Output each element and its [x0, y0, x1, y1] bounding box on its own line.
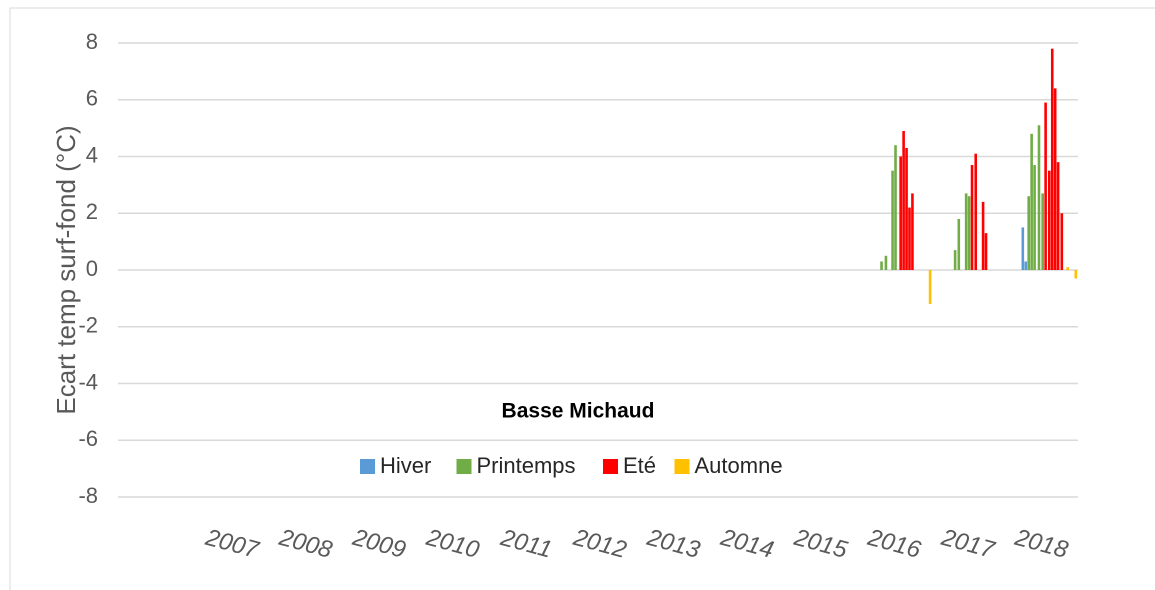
bar: [902, 130, 905, 270]
bar: [1030, 133, 1033, 270]
x-tick-label: 2014: [717, 524, 777, 564]
bar: [1056, 162, 1060, 270]
bar: [1060, 213, 1064, 270]
bar: [970, 165, 974, 270]
x-tick-label: 2008: [275, 524, 335, 564]
bar: [911, 193, 914, 270]
bar: [1041, 193, 1044, 270]
legend-item: Automne: [674, 453, 783, 478]
legend-swatch: [456, 459, 472, 474]
bar: [957, 218, 961, 270]
x-tick-label: 2013: [643, 524, 703, 564]
bar: [891, 170, 894, 270]
bar: [1033, 165, 1036, 270]
bar: [894, 145, 897, 270]
legend-label: Hiver: [380, 453, 431, 478]
x-tick-label: 2009: [349, 524, 409, 564]
legend-item: Hiver: [360, 453, 431, 478]
bar: [899, 156, 902, 270]
legend-swatch: [603, 459, 618, 474]
y-tick-label: -6: [78, 426, 98, 451]
legend-item: Eté: [603, 453, 656, 478]
legend-swatch: [360, 459, 375, 474]
bar: [953, 250, 957, 270]
bar: [967, 196, 971, 270]
bar: [981, 201, 985, 270]
chart-title: Basse Michaud: [502, 400, 655, 423]
bar: [908, 207, 911, 270]
x-tick-label: 2016: [864, 524, 924, 564]
chart-frame: [9, 7, 1155, 590]
bar: [1044, 102, 1047, 271]
bar: [1021, 227, 1025, 270]
bar: [1050, 48, 1054, 270]
x-tick-label: 2018: [1011, 524, 1071, 564]
y-tick-label: 8: [86, 29, 98, 54]
bar: [964, 193, 968, 270]
x-tick-label: 2017: [938, 524, 999, 565]
x-tick-label: 2012: [570, 524, 630, 564]
bar: [1024, 261, 1028, 270]
bar: [1074, 270, 1078, 279]
y-tick-label: 2: [86, 199, 98, 224]
y-tick-label: 0: [86, 256, 98, 281]
bar: [928, 270, 932, 305]
legend-label: Printemps: [477, 453, 576, 478]
bar: [1066, 267, 1069, 270]
bar: [1027, 196, 1030, 270]
bar: [884, 255, 888, 270]
legend-label: Eté: [623, 453, 656, 478]
y-axis-label: Ecart temp surf-fond (°C): [51, 125, 81, 414]
legend-label: Automne: [695, 453, 783, 478]
bar: [1053, 88, 1057, 271]
y-tick-label: -2: [78, 313, 98, 338]
legend-item: Printemps: [456, 453, 576, 478]
bar: [984, 233, 988, 270]
y-tick-label: 6: [86, 86, 98, 111]
bar: [1048, 170, 1051, 270]
bar: [880, 261, 883, 270]
x-tick-label: 2011: [497, 524, 555, 564]
x-tick-label: 2015: [791, 524, 851, 564]
y-tick-label: 4: [86, 142, 98, 167]
legend-swatch: [674, 459, 690, 474]
bar: [974, 153, 978, 270]
y-tick-label: -4: [78, 369, 98, 394]
y-tick-label: -8: [78, 483, 98, 508]
bar: [1037, 125, 1041, 270]
bar: [905, 147, 908, 270]
x-tick-label: 2010: [423, 524, 483, 564]
x-tick-label: 2007: [202, 524, 263, 565]
